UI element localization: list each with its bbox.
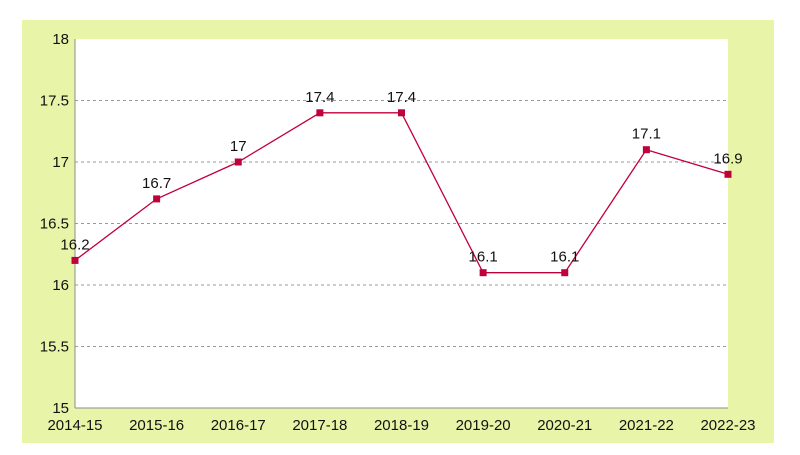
x-tick-label-2016-17: 2016-17 [211,417,266,434]
data-label-2022-23: 16.9 [713,150,742,167]
data-label-2018-19: 17.4 [387,89,416,106]
y-tick-label-17.5: 17.5 [40,93,69,110]
data-label-2021-22: 17.1 [632,126,661,143]
data-label-2020-21: 16.1 [550,249,579,266]
data-label-2019-20: 16.1 [469,249,498,266]
y-tick-label-16.5: 16.5 [40,216,69,233]
y-tick-label-18: 18 [52,31,69,48]
data-point-2017-18 [316,109,324,117]
data-point-2015-16 [153,195,161,203]
data-label-2016-17: 17 [230,138,247,155]
data-label-2017-18: 17.4 [305,89,334,106]
y-tick-label-17: 17 [52,154,69,171]
y-tick-label-15.5: 15.5 [40,339,69,356]
data-point-2022-23 [724,170,732,178]
x-tick-label-2020-21: 2020-21 [537,417,592,434]
data-label-2015-16: 16.7 [142,175,171,192]
y-tick-label-16: 16 [52,277,69,294]
x-tick-label-2017-18: 2017-18 [292,417,347,434]
data-point-2014-15 [71,256,79,264]
x-tick-label-2021-22: 2021-22 [619,417,674,434]
x-tick-label-2019-20: 2019-20 [456,417,511,434]
data-label-2014-15: 16.2 [60,236,89,253]
x-tick-label-2018-19: 2018-19 [374,417,429,434]
x-tick-label-2022-23: 2022-23 [700,417,755,434]
y-tick-label-15: 15 [52,400,69,417]
data-point-2021-22 [642,146,650,154]
x-tick-label-2014-15: 2014-15 [47,417,102,434]
x-tick-label-2015-16: 2015-16 [129,417,184,434]
data-point-2016-17 [234,158,242,166]
data-point-2018-19 [398,109,405,117]
data-point-2019-20 [479,269,487,277]
data-point-2020-21 [561,269,569,277]
